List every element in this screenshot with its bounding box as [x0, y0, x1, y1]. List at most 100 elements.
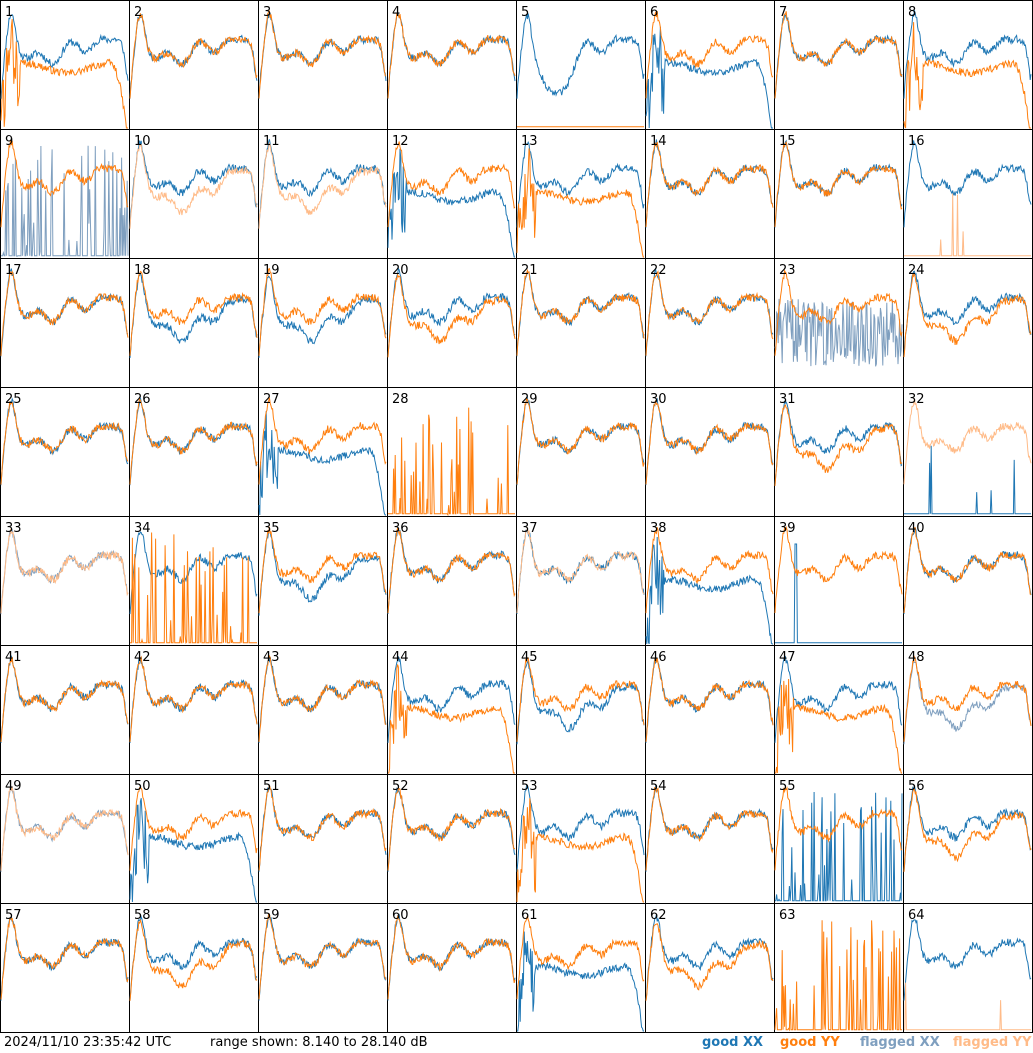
series-yy-47: [775, 678, 902, 774]
panel-number: 48: [908, 650, 925, 665]
panel-63: 63: [774, 903, 904, 1033]
panel-number: 64: [908, 908, 925, 923]
series-xx-48: [903, 659, 1032, 745]
series-yy-54: [645, 786, 774, 871]
series-xx-50: [129, 798, 257, 903]
series-xx-18: [129, 273, 258, 358]
panel-number: 14: [650, 134, 667, 149]
series-xx-47: [774, 655, 903, 743]
panel-frame: [645, 645, 775, 775]
panel-number: 12: [392, 134, 409, 149]
panel-number: 11: [263, 134, 280, 149]
legend-flagged-yy: flagged YY: [953, 1035, 1032, 1050]
panel-number: 61: [521, 908, 538, 923]
series-yy-7: [774, 11, 903, 99]
panel-53: 53: [516, 774, 646, 904]
panel-number: 17: [5, 263, 22, 278]
panel-number: 2: [134, 5, 142, 20]
panel-8: 8: [903, 0, 1033, 130]
footer-bar: 2024/11/10 23:35:42 UTC range shown: 8.1…: [0, 1033, 1033, 1053]
series-yy-37: [516, 527, 645, 614]
series-xx-52: [387, 787, 516, 872]
panel-2: 2: [129, 0, 259, 130]
series-yy-48: [903, 655, 1032, 742]
series-yy-53: [516, 798, 644, 903]
panel-50: 50: [129, 774, 259, 904]
panel-number: 20: [392, 263, 409, 278]
series-yy-59: [258, 913, 387, 1000]
panel-frame: [645, 387, 775, 517]
panel-frame: [774, 516, 904, 646]
panel-35: 35: [258, 516, 388, 646]
series-xx-62: [645, 914, 774, 1001]
series-yy-38: [645, 527, 774, 614]
panel-number: 8: [908, 5, 916, 20]
panel-number: 3: [263, 5, 271, 20]
series-yy-12: [387, 141, 516, 228]
panel-17: 17: [0, 258, 130, 388]
panel-40: 40: [903, 516, 1033, 646]
panel-number: 34: [134, 521, 151, 536]
series-yy-25: [0, 401, 129, 485]
panel-frame: [645, 258, 775, 388]
timestamp: 2024/11/10 23:35:42 UTC: [4, 1035, 172, 1050]
panel-59: 59: [258, 903, 388, 1033]
panel-18: 18: [129, 258, 259, 388]
panel-number: 5: [521, 5, 529, 20]
panel-10: 10: [129, 129, 259, 259]
panel-number: 27: [263, 392, 280, 407]
series-xx-2: [129, 13, 258, 99]
panel-15: 15: [774, 129, 904, 259]
series-xx-12: [387, 148, 515, 258]
panel-number: 35: [263, 521, 280, 536]
panel-45: 45: [516, 645, 646, 775]
series-yy-14: [645, 141, 774, 228]
panel-frame: [0, 0, 130, 130]
series-yy-42: [129, 655, 258, 742]
panel-14: 14: [645, 129, 775, 259]
panel-frame: [516, 0, 646, 130]
series-yy-26: [129, 397, 258, 485]
legend-good-xx: good XX: [702, 1035, 764, 1050]
panel-21: 21: [516, 258, 646, 388]
panel-number: 1: [5, 5, 13, 20]
series-xx-39: [775, 543, 902, 644]
panel-62: 62: [645, 903, 775, 1033]
series-xx-44: [387, 656, 516, 743]
panel-frame: [903, 903, 1033, 1033]
panel-frame: [387, 0, 517, 130]
panel-41: 41: [0, 645, 130, 775]
panel-9: 9: [0, 129, 130, 259]
panel-number: 55: [779, 779, 796, 794]
panel-19: 19: [258, 258, 388, 388]
panel-number: 50: [134, 779, 151, 794]
series-yy-49: [0, 785, 129, 871]
panel-number: 57: [5, 908, 22, 923]
series-yy-61: [516, 915, 645, 1000]
panel-32: 32: [903, 387, 1033, 517]
panel-3: 3: [258, 0, 388, 130]
panel-number: 24: [908, 263, 925, 278]
panel-36: 36: [387, 516, 517, 646]
panel-number: 37: [521, 521, 538, 536]
panel-frame: [516, 129, 646, 259]
series-xx-35: [258, 529, 387, 616]
series-xx-55: [775, 791, 903, 902]
panel-24: 24: [903, 258, 1033, 388]
panel-52: 52: [387, 774, 517, 904]
series-yy-20: [387, 272, 516, 358]
series-xx-45: [516, 659, 645, 745]
panel-30: 30: [645, 387, 775, 517]
panel-25: 25: [0, 387, 130, 517]
panel-11: 11: [258, 129, 388, 259]
panel-number: 41: [5, 650, 22, 665]
panel-number: 29: [521, 392, 538, 407]
series-xx-38: [645, 536, 773, 645]
panel-number: 59: [263, 908, 280, 923]
series-yy-56: [903, 789, 1032, 872]
panel-43: 43: [258, 645, 388, 775]
panel-number: 60: [392, 908, 409, 923]
series-yy-32: [903, 398, 1032, 485]
